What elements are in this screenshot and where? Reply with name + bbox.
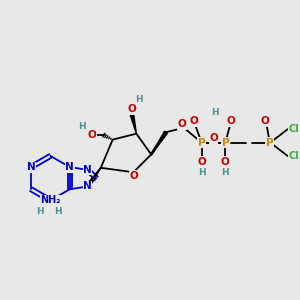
Text: NH₂: NH₂ xyxy=(40,195,61,206)
Text: O: O xyxy=(261,116,270,126)
Polygon shape xyxy=(86,168,101,188)
Text: Cl: Cl xyxy=(289,151,299,161)
Polygon shape xyxy=(151,131,167,154)
Text: O: O xyxy=(197,157,206,167)
Text: H: H xyxy=(211,108,219,117)
Text: H: H xyxy=(54,207,62,216)
Polygon shape xyxy=(130,114,136,134)
Text: N: N xyxy=(83,182,92,191)
Text: H: H xyxy=(135,94,142,103)
Text: O: O xyxy=(178,119,187,129)
Text: O: O xyxy=(209,133,218,143)
Text: H: H xyxy=(221,168,229,177)
Text: O: O xyxy=(88,130,96,140)
Text: P: P xyxy=(266,138,274,148)
Text: P: P xyxy=(198,138,206,148)
Text: N: N xyxy=(65,162,74,172)
Text: H: H xyxy=(198,168,206,177)
Text: N: N xyxy=(83,165,92,175)
Text: Cl: Cl xyxy=(289,124,299,134)
Text: H: H xyxy=(36,207,44,216)
Text: O: O xyxy=(190,116,199,126)
Text: O: O xyxy=(129,171,138,181)
Text: O: O xyxy=(227,116,236,126)
Text: H: H xyxy=(78,122,86,131)
Text: O: O xyxy=(221,157,230,167)
Text: P: P xyxy=(221,138,229,148)
Text: O: O xyxy=(128,104,136,114)
Text: N: N xyxy=(27,162,35,172)
